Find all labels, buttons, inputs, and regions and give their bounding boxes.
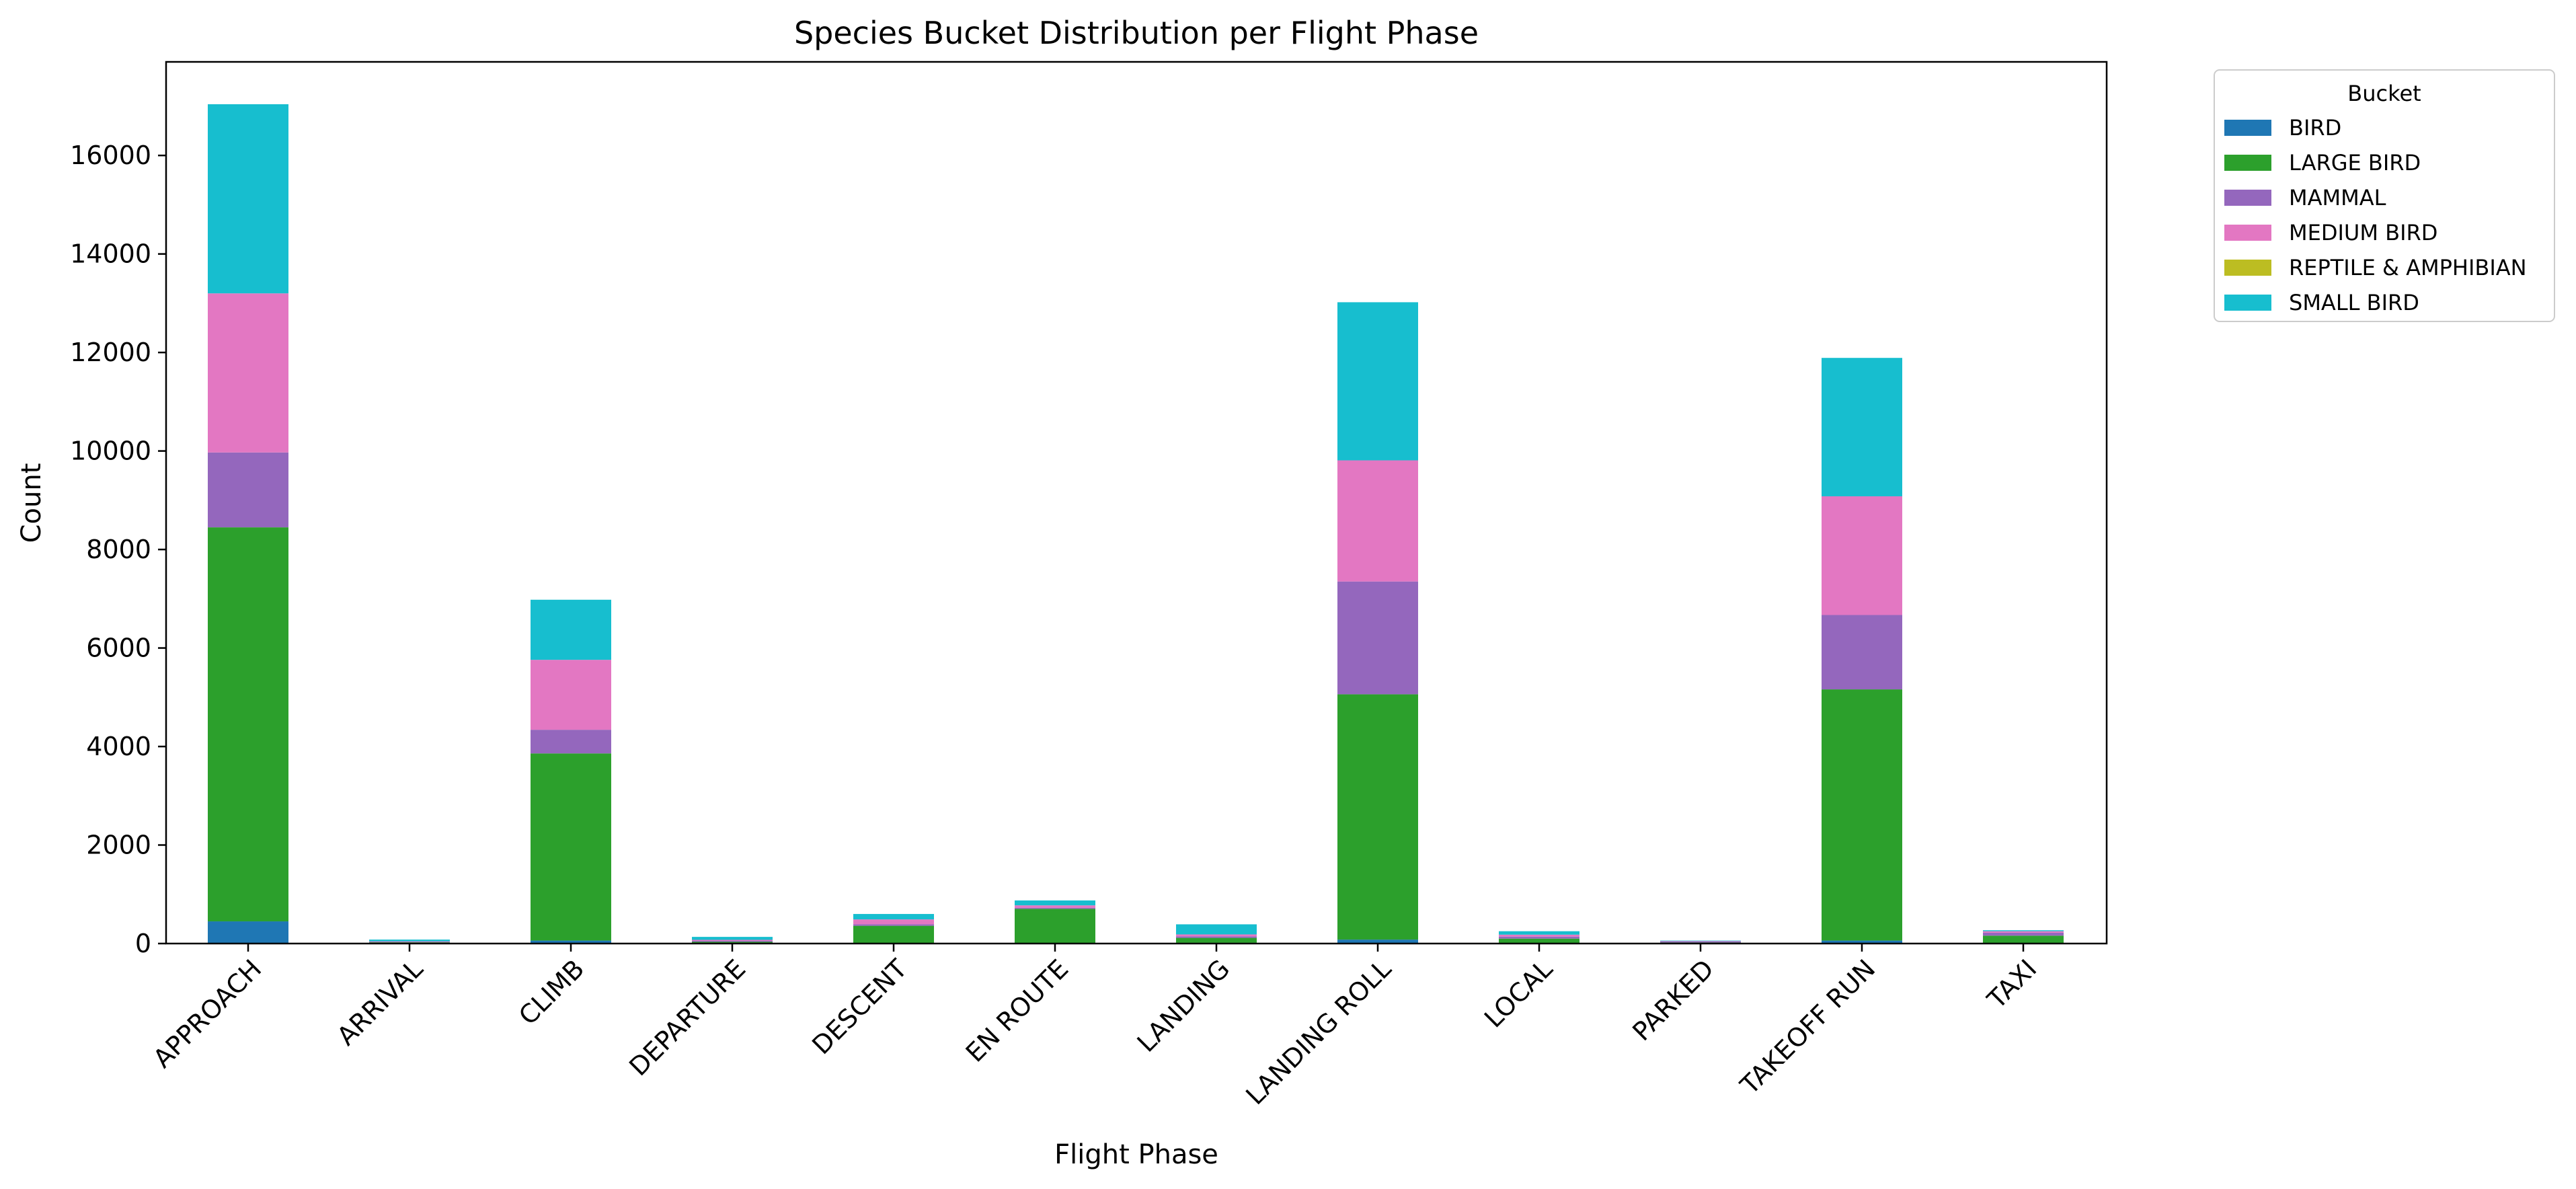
- bar-segment: [1337, 460, 1418, 582]
- bar-segment: [369, 939, 450, 942]
- y-tick-label: 0: [135, 929, 151, 958]
- legend-label: MAMMAL: [2289, 185, 2386, 210]
- bar-segment: [1176, 934, 1257, 937]
- legend-label: SMALL BIRD: [2289, 290, 2419, 315]
- x-tick-label: LANDING: [1132, 954, 1236, 1058]
- bar-segment: [692, 937, 773, 940]
- y-tick-label: 14000: [70, 239, 151, 269]
- legend-label: REPTILE & AMPHIBIAN: [2289, 255, 2527, 280]
- x-axis-ticks: APPROACH ARRIVAL CLIMB DEPARTURE DESCENT EN R…: [147, 944, 2042, 1110]
- x-tick-label: PARKED: [1627, 954, 1719, 1046]
- bars-layer: [208, 104, 2064, 944]
- y-axis-label: Count: [16, 463, 47, 543]
- legend-swatch: [2224, 295, 2271, 311]
- bar-segment: [1499, 938, 1579, 944]
- bar-segment: [208, 104, 288, 294]
- bar-segment: [1822, 940, 1902, 944]
- bar-segment: [531, 730, 611, 754]
- bar-segment: [1822, 615, 1902, 690]
- bar-segment: [1822, 496, 1902, 615]
- y-tick-label: 2000: [86, 831, 151, 860]
- chart-title: Species Bucket Distribution per Flight P…: [794, 15, 1479, 51]
- bar-segment: [208, 921, 288, 944]
- bar-segment: [853, 925, 934, 944]
- legend: Bucket BIRD LARGE BIRD MAMMAL MEDIUM BIRD RE…: [2214, 69, 2555, 322]
- bar-segment: [853, 919, 934, 925]
- bar-segment: [692, 940, 773, 942]
- bar-segment: [208, 452, 288, 528]
- bar-segment: [1983, 932, 2064, 936]
- x-tick-label: CLIMB: [513, 954, 590, 1030]
- bar-segment: [1176, 937, 1257, 943]
- bar-segment: [1983, 935, 2064, 944]
- bar-segment: [531, 660, 611, 730]
- legend-swatch: [2224, 155, 2271, 171]
- x-tick-label: TAKEOFF RUN: [1734, 954, 1881, 1100]
- bar-segment: [1015, 905, 1095, 908]
- x-tick-label: APPROACH: [147, 954, 267, 1073]
- bar-segment: [1176, 936, 1257, 938]
- bar-segment: [208, 293, 288, 453]
- bar-segment: [1015, 907, 1095, 909]
- legend-frame: [2214, 69, 2555, 322]
- bar-segment: [853, 924, 934, 926]
- y-tick-label: 4000: [86, 732, 151, 761]
- x-tick-label: EN ROUTE: [960, 954, 1075, 1068]
- plot-frame: [165, 61, 2108, 945]
- bar-segment: [1176, 924, 1257, 935]
- legend-swatch: [2224, 260, 2271, 276]
- legend-label: MEDIUM BIRD: [2289, 220, 2437, 245]
- legend-label: BIRD: [2289, 115, 2341, 141]
- bar-segment: [692, 939, 773, 941]
- bar-segment: [1337, 581, 1418, 695]
- x-axis-label: Flight Phase: [1054, 1139, 1218, 1170]
- bar-segment: [1983, 931, 2064, 933]
- bar-segment: [692, 942, 773, 944]
- legend-title: Bucket: [2347, 81, 2421, 106]
- bar-segment: [1660, 940, 1741, 942]
- x-tick-label: ARRIVAL: [331, 954, 429, 1051]
- legend-swatch: [2224, 225, 2271, 241]
- x-tick-label: LOCAL: [1479, 954, 1558, 1033]
- x-tick-label: LANDING ROLL: [1240, 954, 1397, 1110]
- bar-segment: [1660, 941, 1741, 942]
- bar-segment: [1015, 900, 1095, 906]
- bar-segment: [1015, 909, 1095, 944]
- bar-segment: [1983, 930, 2064, 931]
- bar-segment: [1499, 936, 1579, 939]
- x-tick-label: DEPARTURE: [623, 954, 751, 1081]
- y-tick-label: 10000: [70, 436, 151, 466]
- bar-segment: [1822, 689, 1902, 941]
- y-tick-label: 6000: [86, 634, 151, 663]
- legend-items: BIRD LARGE BIRD MAMMAL MEDIUM BIRD REPTILE &…: [2224, 115, 2527, 315]
- legend-label: LARGE BIRD: [2289, 150, 2421, 176]
- bar-segment: [531, 753, 611, 941]
- legend-swatch: [2224, 190, 2271, 206]
- y-tick-label: 12000: [70, 338, 151, 367]
- x-tick-label: DESCENT: [806, 954, 913, 1061]
- y-axis-ticks: 0 2000 4000 6000 8000 10000 12000 14000 16000: [70, 141, 166, 958]
- bar-segment: [1337, 939, 1418, 944]
- bar-segment: [531, 599, 611, 660]
- bar-segment: [1337, 302, 1418, 461]
- bar-segment: [208, 527, 288, 922]
- bar-segment: [1499, 934, 1579, 937]
- x-tick-label: TAXI: [1982, 954, 2043, 1015]
- bar-segment: [1822, 358, 1902, 496]
- bar-segment: [1499, 931, 1579, 935]
- y-tick-label: 16000: [70, 141, 151, 170]
- legend-swatch: [2224, 120, 2271, 136]
- bar-segment: [853, 914, 934, 920]
- bar-segment: [531, 940, 611, 944]
- y-tick-label: 8000: [86, 535, 151, 564]
- bar-segment: [1337, 694, 1418, 940]
